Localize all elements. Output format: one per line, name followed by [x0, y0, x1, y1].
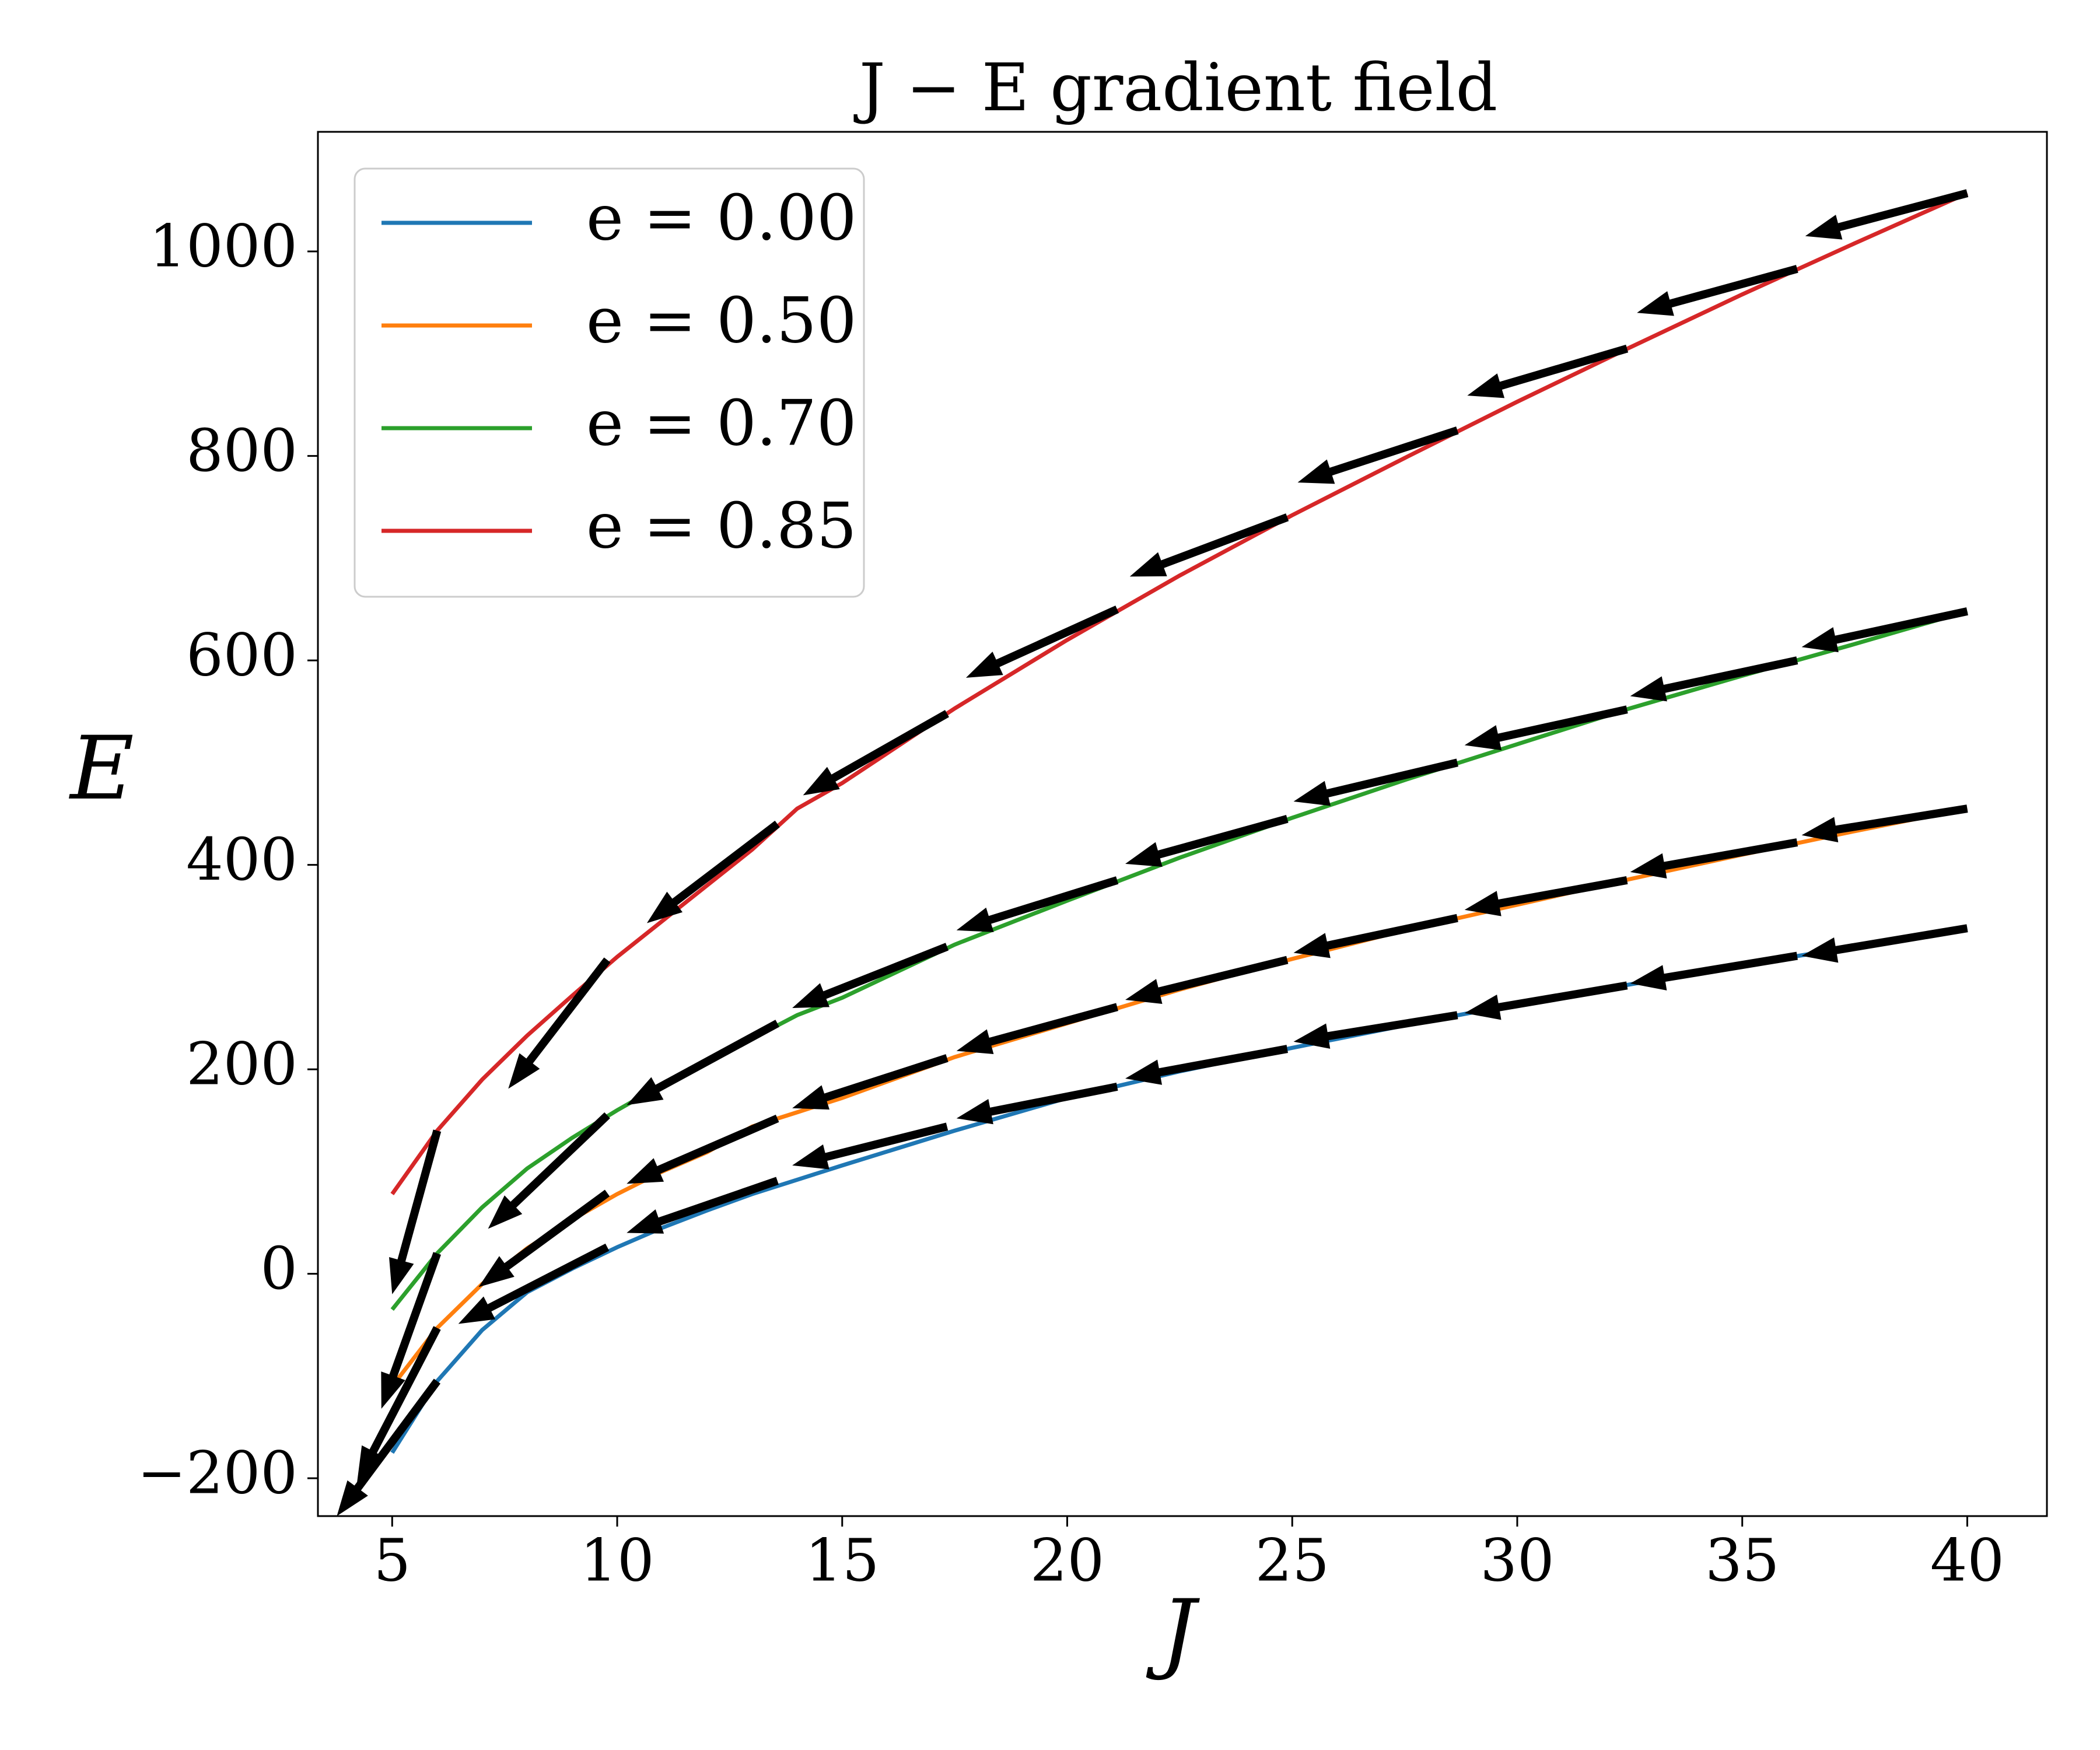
y-tick-label: 800	[186, 416, 298, 485]
x-tick-label: 25	[1255, 1527, 1329, 1595]
gradient-arrow	[1464, 981, 1628, 1020]
gradient-arrow	[1801, 607, 1968, 653]
gradient-arrow	[337, 1378, 441, 1516]
x-tick-label: 15	[805, 1527, 879, 1595]
series-line	[390, 191, 1968, 1195]
gradient-arrow	[1464, 876, 1628, 916]
gradient-arrow	[357, 1326, 441, 1483]
gradient-arrow	[388, 1129, 442, 1294]
gradient-arrow	[803, 710, 949, 796]
y-tick-label: 0	[260, 1234, 298, 1303]
gradient-arrow	[1805, 189, 1969, 240]
gradient-arrow	[792, 1122, 949, 1170]
axes: 5 10 15 20 25 30 35 40 −200 0 200 400 600 800 1000	[137, 131, 2048, 1595]
y-tick-label: 400	[186, 825, 298, 894]
gradient-arrow	[956, 1003, 1118, 1054]
gradient-arrow	[381, 1252, 442, 1409]
gradient-arrow	[792, 943, 949, 1008]
axes-frame	[317, 131, 2048, 1517]
plot-area	[337, 189, 1969, 1516]
y-tick-label: 1000	[149, 212, 298, 281]
x-tick-label: 20	[1030, 1527, 1104, 1595]
gradient-arrow	[956, 1083, 1118, 1125]
gradient-arrow	[1297, 426, 1459, 484]
gradient-arrow	[1464, 705, 1628, 751]
gradient-arrow	[1801, 804, 1968, 842]
gradient-arrow	[626, 1177, 779, 1234]
gradient-arrow	[956, 876, 1119, 932]
gradient-arrow	[458, 1243, 610, 1324]
y-tick-label: 200	[186, 1030, 298, 1098]
legend-box	[354, 167, 865, 598]
x-tick-label: 35	[1705, 1527, 1779, 1595]
gradient-arrow	[1801, 924, 1968, 963]
gradient-arrow	[646, 820, 780, 923]
gradient-arrow	[1467, 344, 1629, 398]
y-axis-label: E	[68, 718, 134, 820]
x-tick-label: 40	[1930, 1527, 2004, 1595]
gradient-arrow	[965, 606, 1119, 678]
chart-title: J − E gradient field	[853, 50, 1497, 126]
y-tick-label: −200	[137, 1439, 298, 1507]
gradient-arrow	[488, 1112, 610, 1229]
gradient-arrow	[1630, 951, 1798, 991]
gradient-arrow	[1630, 656, 1798, 702]
gradient-arrow	[478, 1189, 610, 1287]
legend: e = 0.00 e = 0.50 e = 0.70 e = 0.85	[354, 167, 865, 598]
x-tick-label: 10	[580, 1527, 654, 1595]
gradient-arrow	[1129, 513, 1289, 577]
gradient-arrow	[508, 957, 611, 1089]
gradient-arrow	[1293, 914, 1458, 958]
legend-label: e = 0.50	[586, 284, 857, 357]
gradient-arrow	[1125, 814, 1289, 867]
x-tick-label: 30	[1480, 1527, 1554, 1595]
y-tick-label: 600	[186, 621, 298, 690]
gradient-arrow	[1293, 1011, 1458, 1049]
gradient-arrow	[792, 1054, 949, 1110]
legend-label: e = 0.85	[586, 489, 857, 562]
gradient-arrow	[1630, 838, 1798, 879]
legend-label: e = 0.00	[586, 181, 857, 254]
gradient-arrow	[1125, 1045, 1289, 1085]
legend-label: e = 0.70	[586, 387, 857, 460]
gradient-arrow	[1293, 758, 1458, 806]
gradient-arrow	[1637, 265, 1798, 316]
gradient-arrow	[1125, 956, 1289, 1004]
x-tick-label: 5	[373, 1527, 411, 1595]
gradient-arrow	[626, 1114, 779, 1184]
gradient-arrow	[626, 1020, 780, 1105]
